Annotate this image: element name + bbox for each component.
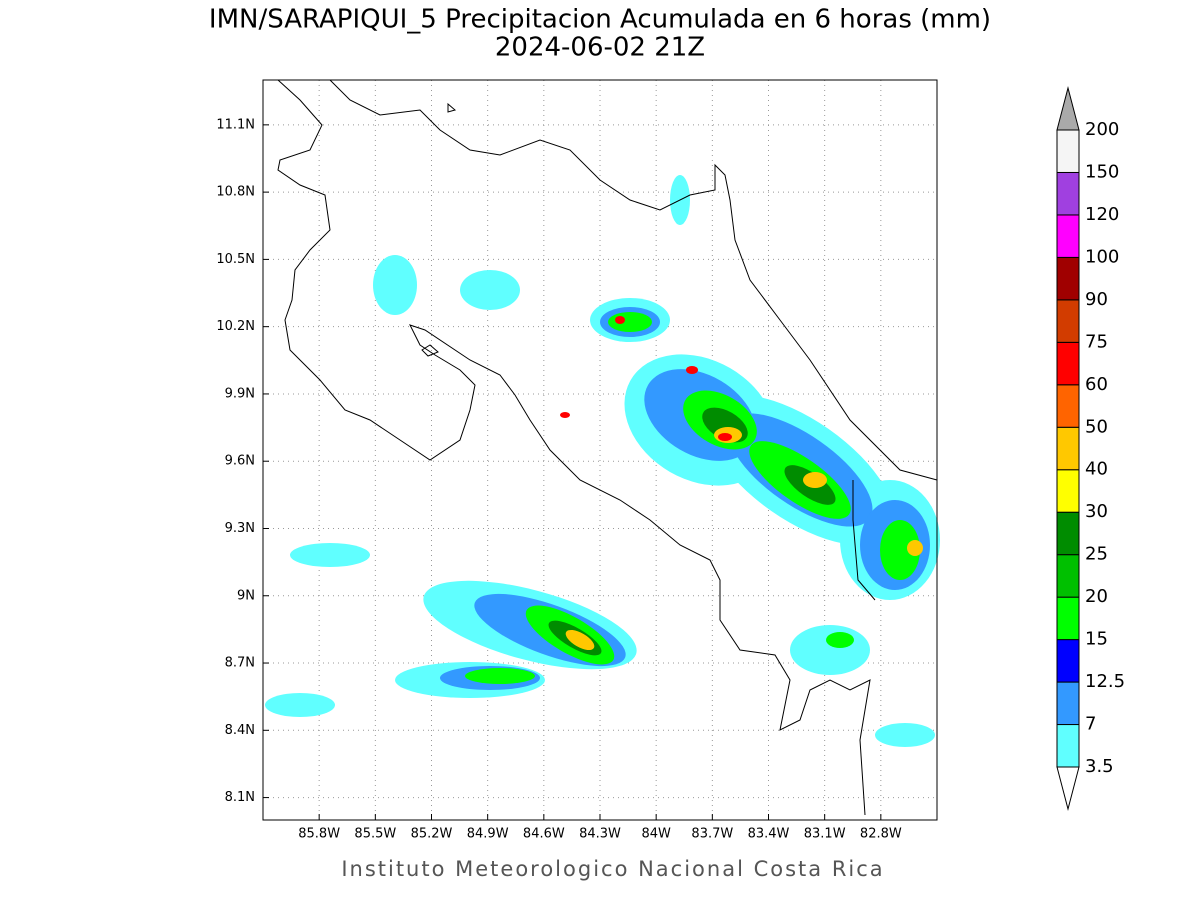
colorbar-box <box>1056 426 1080 471</box>
y-tick-label: 10.2N <box>216 319 255 334</box>
colorbar-label: 200 <box>1085 119 1119 140</box>
colorbar-label: 25 <box>1085 544 1108 565</box>
colorbar-box <box>1056 299 1080 343</box>
colorbar-box <box>1056 724 1080 768</box>
colorbar-box <box>1056 341 1080 386</box>
y-tick-label: 8.4N <box>225 723 255 738</box>
border <box>852 480 876 601</box>
colorbar-under <box>1056 766 1080 811</box>
precip-areas <box>265 175 940 747</box>
colorbar-box <box>1056 469 1080 513</box>
colorbar-box <box>1056 681 1080 726</box>
y-tick-label: 8.7N <box>225 656 255 671</box>
colorbar-label: 120 <box>1085 204 1119 225</box>
precip-60 <box>560 316 732 441</box>
x-tick-label: 83.4W <box>748 827 790 842</box>
colorbar-label: 100 <box>1085 246 1119 267</box>
x-tick-label: 84.6W <box>523 827 565 842</box>
subtitle: 2024-06-02 21Z <box>495 33 705 63</box>
x-tick-label: 83.1W <box>804 827 846 842</box>
colorbar-label: 75 <box>1085 331 1108 352</box>
y-tick-label: 8.1N <box>225 790 255 805</box>
colorbar-box <box>1056 596 1080 641</box>
colorbar-label: 12.5 <box>1085 671 1125 692</box>
colorbar-label: 150 <box>1085 161 1119 182</box>
lake <box>421 102 457 357</box>
colorbar-box <box>1056 256 1080 301</box>
pacific-coastline <box>277 79 871 816</box>
x-tick-label: 85.2W <box>411 827 453 842</box>
colorbar-label: 90 <box>1085 289 1108 310</box>
x-tick-label: 84W <box>641 827 671 842</box>
colorbar-label: 15 <box>1085 629 1108 650</box>
colorbar-box <box>1056 554 1080 598</box>
x-tick-label: 84.9W <box>467 827 509 842</box>
caribbean-coastline <box>329 79 938 481</box>
x-tick-label: 84.3W <box>579 827 621 842</box>
title: IMN/SARAPIQUI_5 Precipitacion Acumulada … <box>209 5 991 35</box>
y-tick-label: 9.9N <box>225 386 255 401</box>
y-tick-label: 9N <box>237 588 255 603</box>
x-tick-label: 85.5W <box>354 827 396 842</box>
colorbar-box <box>1056 639 1080 683</box>
x-tick-label: 85.8W <box>298 827 340 842</box>
colorbar-box <box>1056 129 1080 173</box>
x-tick-label: 82.8W <box>860 827 902 842</box>
colorbar-label: 7 <box>1085 714 1096 735</box>
map-area <box>262 79 940 821</box>
x-tick-label: 83.7W <box>691 827 733 842</box>
y-tick-label: 11.1N <box>216 117 255 132</box>
colorbar-label: 50 <box>1085 416 1108 437</box>
y-tick-label: 9.3N <box>225 521 255 536</box>
y-tick-label: 10.8N <box>216 185 255 200</box>
footer: Instituto Meteorologico Nacional Costa R… <box>341 857 884 881</box>
colorbar-box <box>1056 384 1080 428</box>
coastlines <box>277 79 938 816</box>
y-tick-label: 9.6N <box>225 454 255 469</box>
precip-40 <box>565 427 923 651</box>
colorbar-label: 20 <box>1085 586 1108 607</box>
y-tick-label: 10.5N <box>216 252 255 267</box>
colorbar-label: 30 <box>1085 501 1108 522</box>
colorbar-over <box>1056 86 1080 131</box>
colorbar-label: 40 <box>1085 459 1108 480</box>
colorbar-box <box>1056 171 1080 216</box>
colorbar-label: 60 <box>1085 374 1108 395</box>
colorbar: 3.5 7 12.5 15 20 25 30 40 50 60 75 90 100 120 150 200 <box>1056 86 1125 811</box>
colorbar-box <box>1056 214 1080 258</box>
colorbar-label: 3.5 <box>1085 756 1114 777</box>
colorbar-box <box>1056 511 1080 556</box>
